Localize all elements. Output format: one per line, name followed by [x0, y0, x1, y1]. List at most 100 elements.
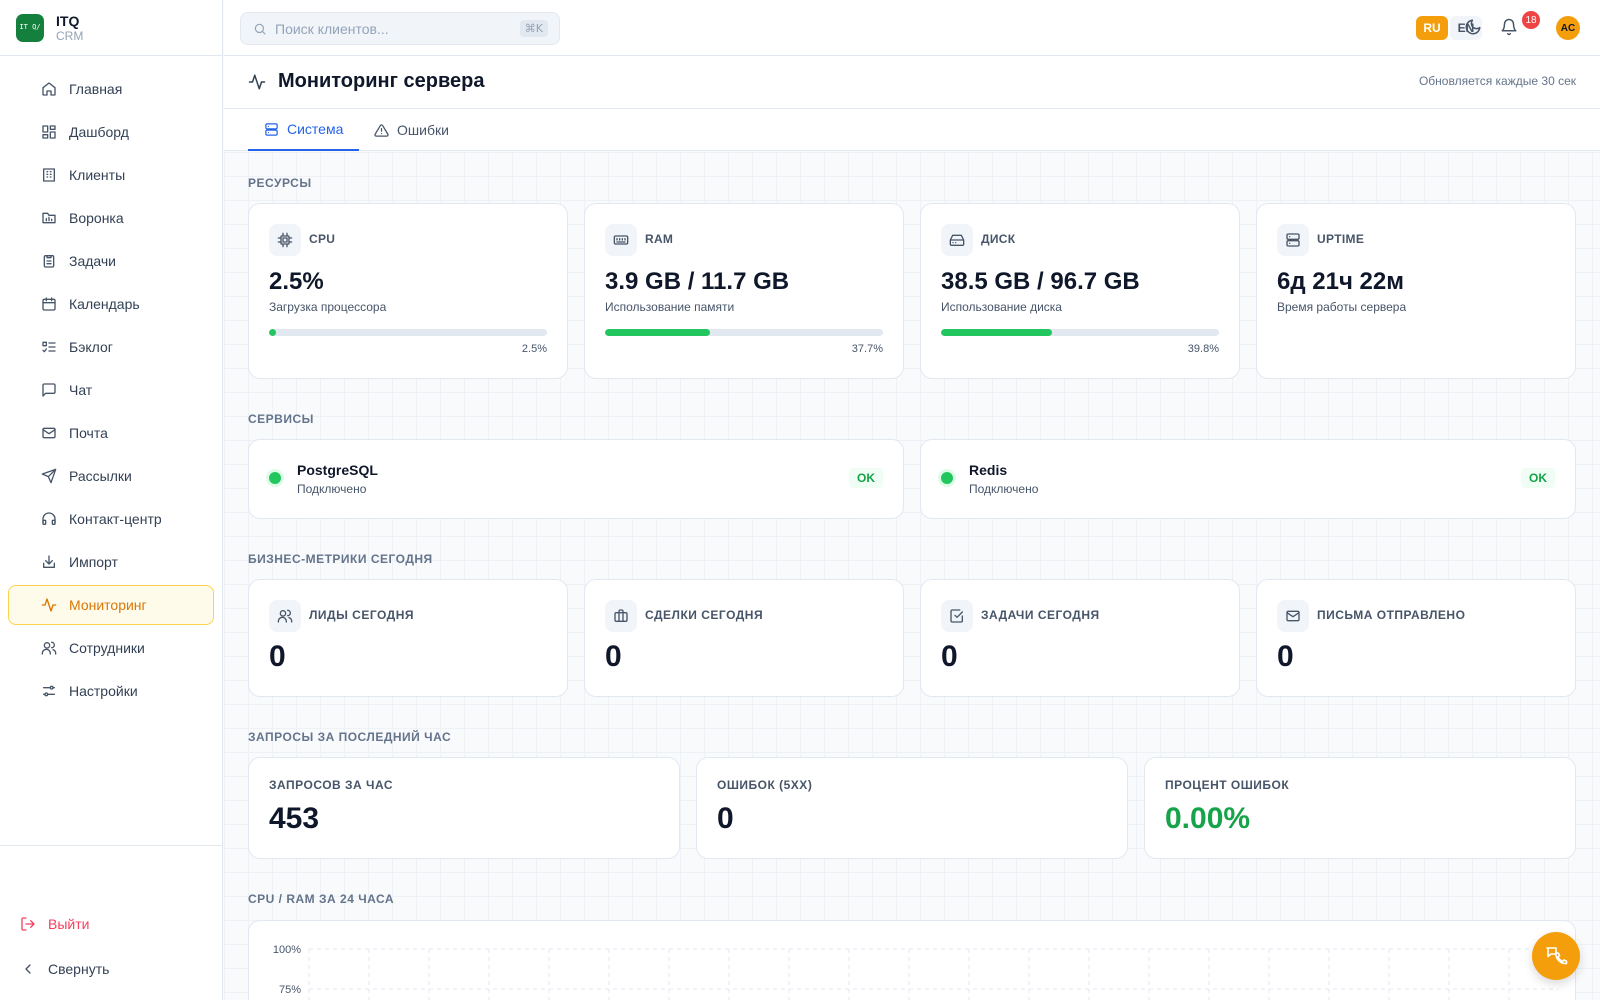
metric-value: 0: [1277, 640, 1294, 673]
uptime-card: UPTIME 6д 21ч 22м Время работы сервера: [1256, 203, 1576, 379]
check-square-icon: [941, 600, 973, 632]
cpu-desc: Загрузка процессора: [269, 300, 387, 314]
status-dot: [269, 472, 281, 484]
brand-sub: CRM: [56, 28, 84, 43]
service-card-postgresql: PostgreSQL Подключено OK: [248, 439, 904, 519]
brand-logo[interactable]: IT Q/: [16, 13, 44, 42]
ram-percent: 37.7%: [851, 343, 883, 355]
sidebar-item-label: Задачи: [69, 253, 117, 269]
sidebar-item-label: Мониторинг: [69, 597, 147, 613]
status-dot: [941, 472, 953, 484]
sidebar-item-funnel[interactable]: Воронка: [8, 198, 214, 238]
tab-system[interactable]: Система: [248, 109, 360, 151]
sidebar-item-monitoring[interactable]: Мониторинг: [8, 585, 214, 625]
sidebar-item-label: Клиенты: [69, 167, 126, 183]
disk-label: ДИСК: [981, 232, 1016, 246]
users-icon: [269, 600, 301, 632]
brand: IT Q/ ITQ CRM: [0, 0, 222, 56]
sidebar-item-chat[interactable]: Чат: [8, 370, 214, 410]
avatar[interactable]: AC: [1556, 16, 1580, 40]
cpu-ram-chart: 100% 75%: [248, 920, 1576, 1000]
disk-value: 38.5 GB / 96.7 GB: [941, 268, 1140, 295]
sidebar-item-label: Бэклог: [69, 339, 113, 355]
sidebar-item-import[interactable]: Импорт: [8, 542, 214, 582]
refresh-note: Обновляется каждые 30 сек: [1418, 74, 1576, 88]
uptime-value: 6д 21ч 22м: [1277, 268, 1404, 295]
notifications-badge: 18: [1522, 11, 1540, 29]
metric-label: ЛИДЫ СЕГОДНЯ: [309, 608, 415, 622]
y-tick-label: 75%: [279, 984, 301, 996]
emails-card: ПИСЬМА ОТПРАВЛЕНО 0: [1256, 579, 1576, 697]
metric-value: 0.00%: [1165, 802, 1251, 835]
disk-percent: 39.8%: [1187, 343, 1219, 355]
building-icon: [43, 168, 55, 182]
activity-icon: [248, 74, 266, 90]
home-icon: [42, 82, 56, 96]
users-icon: [41, 641, 57, 655]
requests-title: ЗАПРОСЫ ЗА ПОСЛЕДНИЙ ЧАС: [248, 730, 452, 744]
metric-value: 0: [605, 640, 622, 673]
metric-label: ПРОЦЕНТ ОШИБОК: [1165, 778, 1290, 792]
service-name: PostgreSQL: [297, 462, 378, 478]
sidebar-item-calendar[interactable]: Календарь: [8, 284, 214, 324]
memory-icon: [605, 224, 637, 256]
business-title: БИЗНЕС-МЕТРИКИ СЕГОДНЯ: [248, 552, 433, 566]
tabs: Система Ошибки: [224, 109, 1600, 151]
theme-toggle-button[interactable]: [1464, 18, 1484, 38]
metric-label: СДЕЛКИ СЕГОДНЯ: [645, 608, 764, 622]
search-box[interactable]: ⌘K: [240, 12, 560, 45]
lang-ru-button[interactable]: RU: [1416, 16, 1448, 40]
metric-label: ЗАДАЧИ СЕГОДНЯ: [981, 608, 1100, 622]
page-header: Мониторинг сервера Обновляется каждые 30…: [224, 56, 1600, 109]
status-badge: OK: [1521, 468, 1555, 488]
ram-progress-bar: [605, 329, 883, 336]
cpu-label: CPU: [309, 232, 336, 246]
logout-button[interactable]: Выйти: [20, 916, 89, 932]
service-name: Redis: [969, 462, 1008, 478]
sidebar-item-mail[interactable]: Почта: [8, 413, 214, 453]
sidebar-item-label: Календарь: [69, 296, 140, 312]
mail-icon: [42, 427, 56, 439]
ram-label: RAM: [645, 232, 674, 246]
tab-label: Ошибки: [397, 122, 449, 138]
contact-fab-button[interactable]: [1532, 932, 1580, 980]
sidebar-item-dashboard[interactable]: Дашборд: [8, 112, 214, 152]
sidebar-item-clients[interactable]: Клиенты: [8, 155, 214, 195]
metric-label: ОШИБОК (5XX): [717, 778, 813, 792]
chevron-left-icon: [25, 964, 31, 974]
page-title: Мониторинг сервера: [278, 70, 485, 92]
cpu-progress-bar: [269, 329, 547, 336]
server-icon: [1277, 224, 1309, 256]
tab-errors[interactable]: Ошибки: [358, 109, 465, 151]
funnel-icon: [42, 212, 56, 224]
sidebar-item-employees[interactable]: Сотрудники: [8, 628, 214, 668]
sidebar-footer: Выйти Свернуть: [0, 845, 222, 1000]
uptime-desc: Время работы сервера: [1277, 300, 1407, 314]
sidebar-item-mailings[interactable]: Рассылки: [8, 456, 214, 496]
sidebar-item-backlog[interactable]: Бэклог: [8, 327, 214, 367]
cpu-progress-fill: [269, 329, 276, 336]
search-input[interactable]: [275, 20, 515, 37]
sidebar: IT Q/ ITQ CRM Главная Дашборд Клиенты Во…: [0, 0, 223, 1000]
service-status: Подключено: [297, 482, 367, 496]
sidebar-item-label: Почта: [69, 425, 108, 441]
bell-icon: [1501, 18, 1517, 36]
calendar-icon: [42, 297, 56, 311]
tab-label: Система: [287, 121, 344, 137]
status-badge: OK: [849, 468, 883, 488]
headphones-icon: [42, 512, 56, 525]
notifications-button[interactable]: [1500, 18, 1520, 38]
metric-label: ЗАПРОСОВ ЗА ЧАС: [269, 778, 394, 792]
cpu-percent: 2.5%: [521, 343, 547, 355]
ram-value: 3.9 GB / 11.7 GB: [605, 268, 790, 295]
disk-progress-bar: [941, 329, 1219, 336]
sidebar-item-label: Настройки: [69, 683, 138, 699]
sidebar-item-settings[interactable]: Настройки: [8, 671, 214, 711]
sidebar-item-home[interactable]: Главная: [8, 69, 214, 109]
collapse-sidebar-button[interactable]: Свернуть: [20, 961, 109, 977]
activity-icon: [41, 598, 57, 612]
sidebar-item-tasks[interactable]: Задачи: [8, 241, 214, 281]
sidebar-item-contact-center[interactable]: Контакт-центр: [8, 499, 214, 539]
leads-card: ЛИДЫ СЕГОДНЯ 0: [248, 579, 568, 697]
search-icon: [254, 23, 266, 35]
